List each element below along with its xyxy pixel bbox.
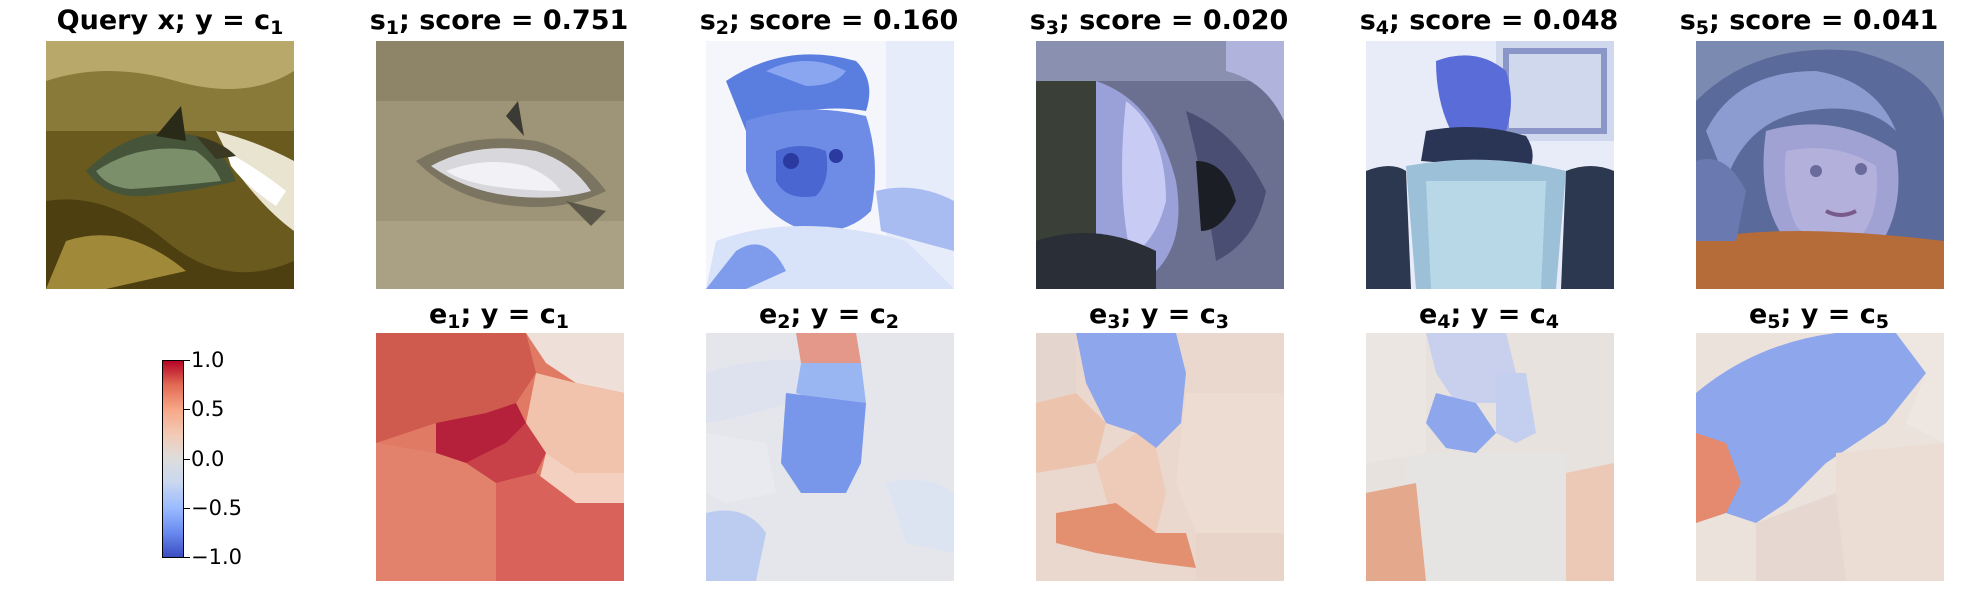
explanation-4-sub: 4 — [1546, 311, 1559, 333]
query-title: Query x; y = c1 — [20, 6, 320, 36]
explanation-4-title: e4; y = c4 — [1339, 300, 1639, 330]
explanation-4-prefix-sub: 4 — [1437, 311, 1450, 333]
explanation-2-title: e2; y = c2 — [679, 300, 979, 330]
colorbar-label-max: 1.0 — [191, 349, 224, 371]
explanation-4-prefix: e — [1419, 299, 1437, 330]
similar-5-image — [1696, 41, 1944, 289]
explanation-5-prefix: e — [1749, 299, 1767, 330]
similar-5-prefix: s — [1680, 5, 1696, 36]
similar-2-score: ; score = 0.160 — [729, 5, 958, 36]
similar-1-score: ; score = 0.751 — [399, 5, 628, 36]
similar-4-image — [1366, 41, 1614, 289]
explanation-1-title: e1; y = c1 — [349, 300, 649, 330]
explanation-2-sub: 2 — [886, 311, 899, 333]
explanation-2-prefix: e — [759, 299, 777, 330]
query-title-sub: 1 — [270, 17, 283, 39]
explanation-5-title: e5; y = c5 — [1669, 300, 1963, 330]
similar-2-image — [706, 41, 954, 289]
similar-1-prefix: s — [370, 5, 386, 36]
similar-5-title: s5; score = 0.041 — [1659, 6, 1959, 36]
explanation-3-prefix-sub: 3 — [1107, 311, 1120, 333]
colorbar-label-half: 0.5 — [191, 398, 224, 420]
explanation-3-sub: 3 — [1216, 311, 1229, 333]
similar-5-prefix-sub: 5 — [1696, 17, 1709, 39]
explanation-3-heatmap — [1036, 333, 1284, 581]
similar-3-score: ; score = 0.020 — [1059, 5, 1288, 36]
explanation-3-title: e3; y = c3 — [1009, 300, 1309, 330]
similar-3-prefix: s — [1030, 5, 1046, 36]
colorbar-tick-2 — [184, 409, 190, 410]
colorbar-tick-4 — [184, 508, 190, 509]
colorbar-tick-5 — [184, 557, 190, 558]
explanation-2-heatmap — [706, 333, 954, 581]
query-title-text: Query x; y = c — [57, 5, 270, 36]
similar-3-prefix-sub: 3 — [1046, 17, 1059, 39]
similar-1-title: s1; score = 0.751 — [349, 6, 649, 36]
similar-1-prefix-sub: 1 — [386, 17, 399, 39]
colorbar-label-min: −1.0 — [191, 546, 242, 568]
explanation-5-prefix-sub: 5 — [1767, 311, 1780, 333]
similar-3-title: s3; score = 0.020 — [1009, 6, 1309, 36]
explanation-2-label: ; y = c — [791, 299, 886, 330]
similar-5-score: ; score = 0.041 — [1709, 5, 1938, 36]
explanation-1-prefix-sub: 1 — [447, 311, 460, 333]
colorbar-tick-1 — [184, 360, 190, 361]
similar-2-prefix-sub: 2 — [716, 17, 729, 39]
explanation-5-sub: 5 — [1876, 311, 1889, 333]
similar-2-title: s2; score = 0.160 — [679, 6, 979, 36]
explanation-5-heatmap — [1696, 333, 1944, 581]
explanation-5-label: ; y = c — [1781, 299, 1876, 330]
similar-3-image — [1036, 41, 1284, 289]
explanation-1-label: ; y = c — [461, 299, 556, 330]
explanation-1-prefix: e — [429, 299, 447, 330]
similar-4-prefix: s — [1360, 5, 1376, 36]
query-image — [46, 41, 294, 289]
explanation-3-prefix: e — [1089, 299, 1107, 330]
explanation-3-label: ; y = c — [1121, 299, 1216, 330]
explanation-4-label: ; y = c — [1451, 299, 1546, 330]
similar-4-prefix-sub: 4 — [1376, 17, 1389, 39]
similar-1-image — [376, 41, 624, 289]
colorbar — [162, 360, 184, 558]
similar-2-prefix: s — [700, 5, 716, 36]
explanation-1-sub: 1 — [556, 311, 569, 333]
colorbar-label-neg-half: −0.5 — [191, 497, 242, 519]
colorbar-tick-3 — [184, 459, 190, 460]
similar-4-score: ; score = 0.048 — [1389, 5, 1618, 36]
similar-4-title: s4; score = 0.048 — [1339, 6, 1639, 36]
explanation-1-heatmap — [376, 333, 624, 581]
explanation-2-prefix-sub: 2 — [777, 311, 790, 333]
colorbar-label-zero: 0.0 — [191, 448, 224, 470]
explanation-4-heatmap — [1366, 333, 1614, 581]
